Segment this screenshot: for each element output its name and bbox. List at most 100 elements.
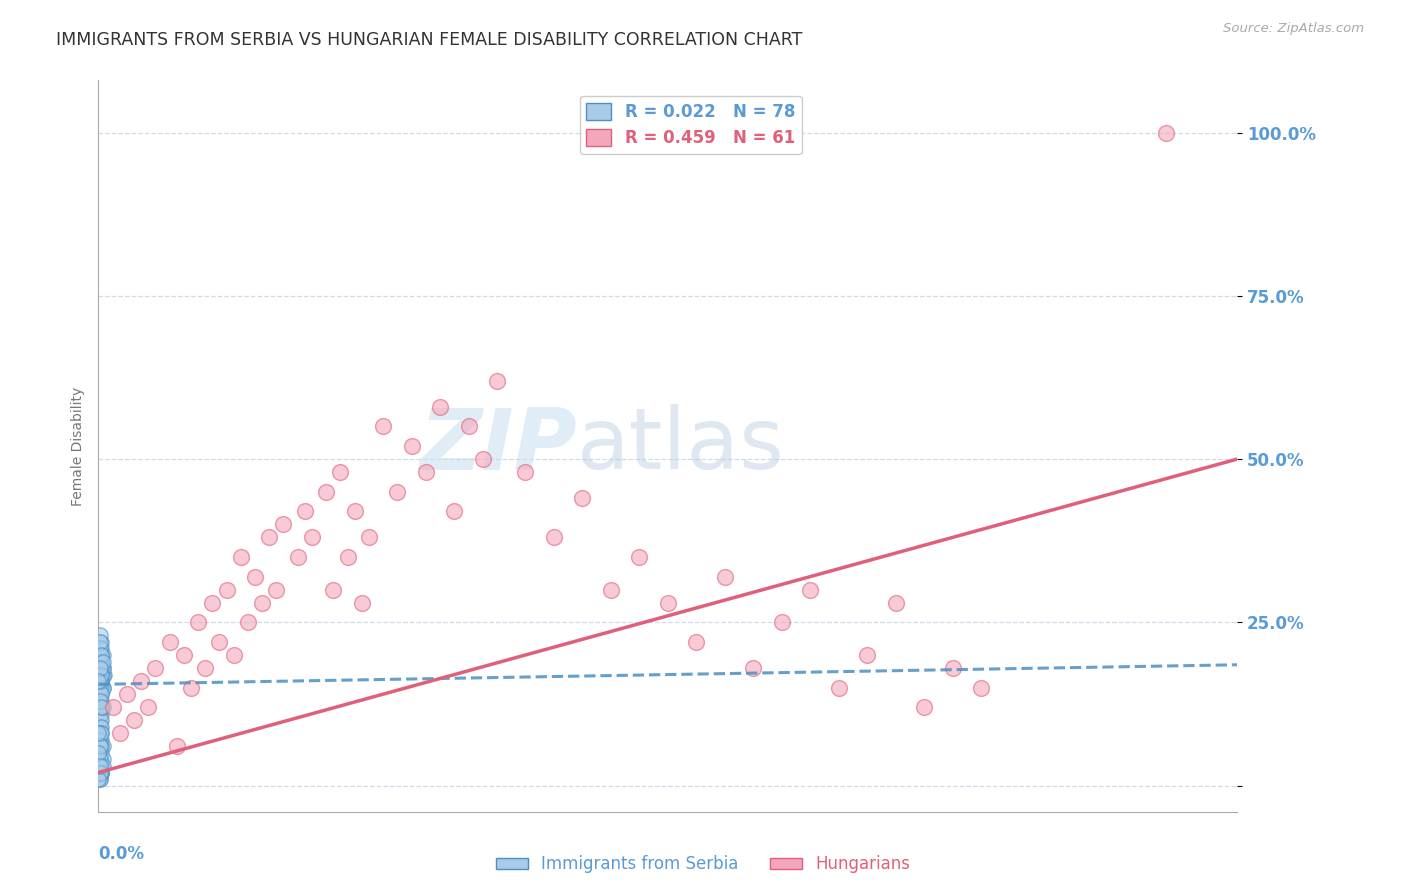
Y-axis label: Female Disability: Female Disability bbox=[70, 386, 84, 506]
Point bbox=[87, 772, 110, 786]
Point bbox=[89, 765, 111, 780]
Point bbox=[373, 419, 395, 434]
Point bbox=[90, 681, 112, 695]
Point bbox=[90, 635, 112, 649]
Point bbox=[173, 648, 195, 662]
Point bbox=[90, 720, 112, 734]
Point bbox=[90, 641, 112, 656]
Point bbox=[89, 752, 111, 766]
Point bbox=[243, 569, 266, 583]
Point bbox=[89, 714, 111, 728]
Point bbox=[89, 661, 111, 675]
Point bbox=[89, 674, 111, 689]
Point bbox=[215, 582, 238, 597]
Point bbox=[87, 674, 110, 689]
Point bbox=[90, 714, 112, 728]
Point bbox=[91, 752, 114, 766]
Point bbox=[101, 700, 124, 714]
Point bbox=[89, 674, 111, 689]
Point bbox=[90, 655, 112, 669]
Point bbox=[90, 655, 112, 669]
Point bbox=[301, 530, 323, 544]
Point bbox=[89, 648, 111, 662]
Point bbox=[93, 667, 115, 681]
Point bbox=[91, 661, 114, 675]
Text: IMMIGRANTS FROM SERBIA VS HUNGARIAN FEMALE DISABILITY CORRELATION CHART: IMMIGRANTS FROM SERBIA VS HUNGARIAN FEMA… bbox=[56, 31, 803, 49]
Point bbox=[115, 687, 138, 701]
Point bbox=[108, 726, 131, 740]
Point bbox=[89, 772, 111, 786]
Point bbox=[89, 732, 111, 747]
Point bbox=[329, 465, 352, 479]
Point bbox=[89, 772, 111, 786]
Point bbox=[91, 759, 114, 773]
Point bbox=[273, 517, 295, 532]
Point bbox=[91, 700, 114, 714]
Point bbox=[457, 419, 479, 434]
Point bbox=[91, 681, 114, 695]
Point bbox=[657, 596, 679, 610]
Point bbox=[856, 648, 879, 662]
Point bbox=[742, 661, 765, 675]
Point bbox=[89, 759, 111, 773]
Point bbox=[628, 549, 651, 564]
Point bbox=[90, 700, 112, 714]
Legend: Immigrants from Serbia, Hungarians: Immigrants from Serbia, Hungarians bbox=[489, 849, 917, 880]
Point bbox=[90, 765, 112, 780]
Point bbox=[429, 400, 451, 414]
Point bbox=[180, 681, 202, 695]
Point bbox=[90, 765, 112, 780]
Point bbox=[90, 732, 112, 747]
Point bbox=[194, 661, 217, 675]
Point bbox=[90, 648, 112, 662]
Point bbox=[571, 491, 593, 506]
Point bbox=[970, 681, 993, 695]
Point bbox=[89, 694, 111, 708]
Point bbox=[90, 706, 112, 721]
Point bbox=[129, 674, 152, 689]
Point bbox=[287, 549, 309, 564]
Point bbox=[89, 739, 111, 754]
Point bbox=[714, 569, 737, 583]
Point bbox=[315, 484, 337, 499]
Point bbox=[259, 530, 281, 544]
Point bbox=[89, 700, 111, 714]
Point bbox=[799, 582, 821, 597]
Point bbox=[89, 641, 111, 656]
Point bbox=[89, 759, 111, 773]
Point bbox=[90, 746, 112, 760]
Point bbox=[471, 452, 494, 467]
Point bbox=[90, 687, 112, 701]
Point bbox=[336, 549, 359, 564]
Point bbox=[201, 596, 224, 610]
Point bbox=[91, 648, 114, 662]
Point bbox=[89, 655, 111, 669]
Point bbox=[89, 720, 111, 734]
Point bbox=[90, 726, 112, 740]
Point bbox=[89, 694, 111, 708]
Point bbox=[90, 655, 112, 669]
Point bbox=[90, 661, 112, 675]
Point bbox=[828, 681, 851, 695]
Point bbox=[90, 674, 112, 689]
Point bbox=[90, 687, 112, 701]
Point bbox=[90, 765, 112, 780]
Point bbox=[90, 667, 112, 681]
Point bbox=[90, 759, 112, 773]
Point bbox=[222, 648, 245, 662]
Point bbox=[91, 739, 114, 754]
Point bbox=[229, 549, 252, 564]
Point bbox=[89, 739, 111, 754]
Point bbox=[136, 700, 159, 714]
Point bbox=[91, 661, 114, 675]
Point bbox=[294, 504, 316, 518]
Point bbox=[350, 596, 373, 610]
Point bbox=[89, 752, 111, 766]
Point bbox=[89, 726, 111, 740]
Point bbox=[770, 615, 793, 630]
Point bbox=[208, 635, 231, 649]
Point bbox=[486, 374, 509, 388]
Point bbox=[187, 615, 209, 630]
Point bbox=[387, 484, 409, 499]
Point bbox=[122, 714, 145, 728]
